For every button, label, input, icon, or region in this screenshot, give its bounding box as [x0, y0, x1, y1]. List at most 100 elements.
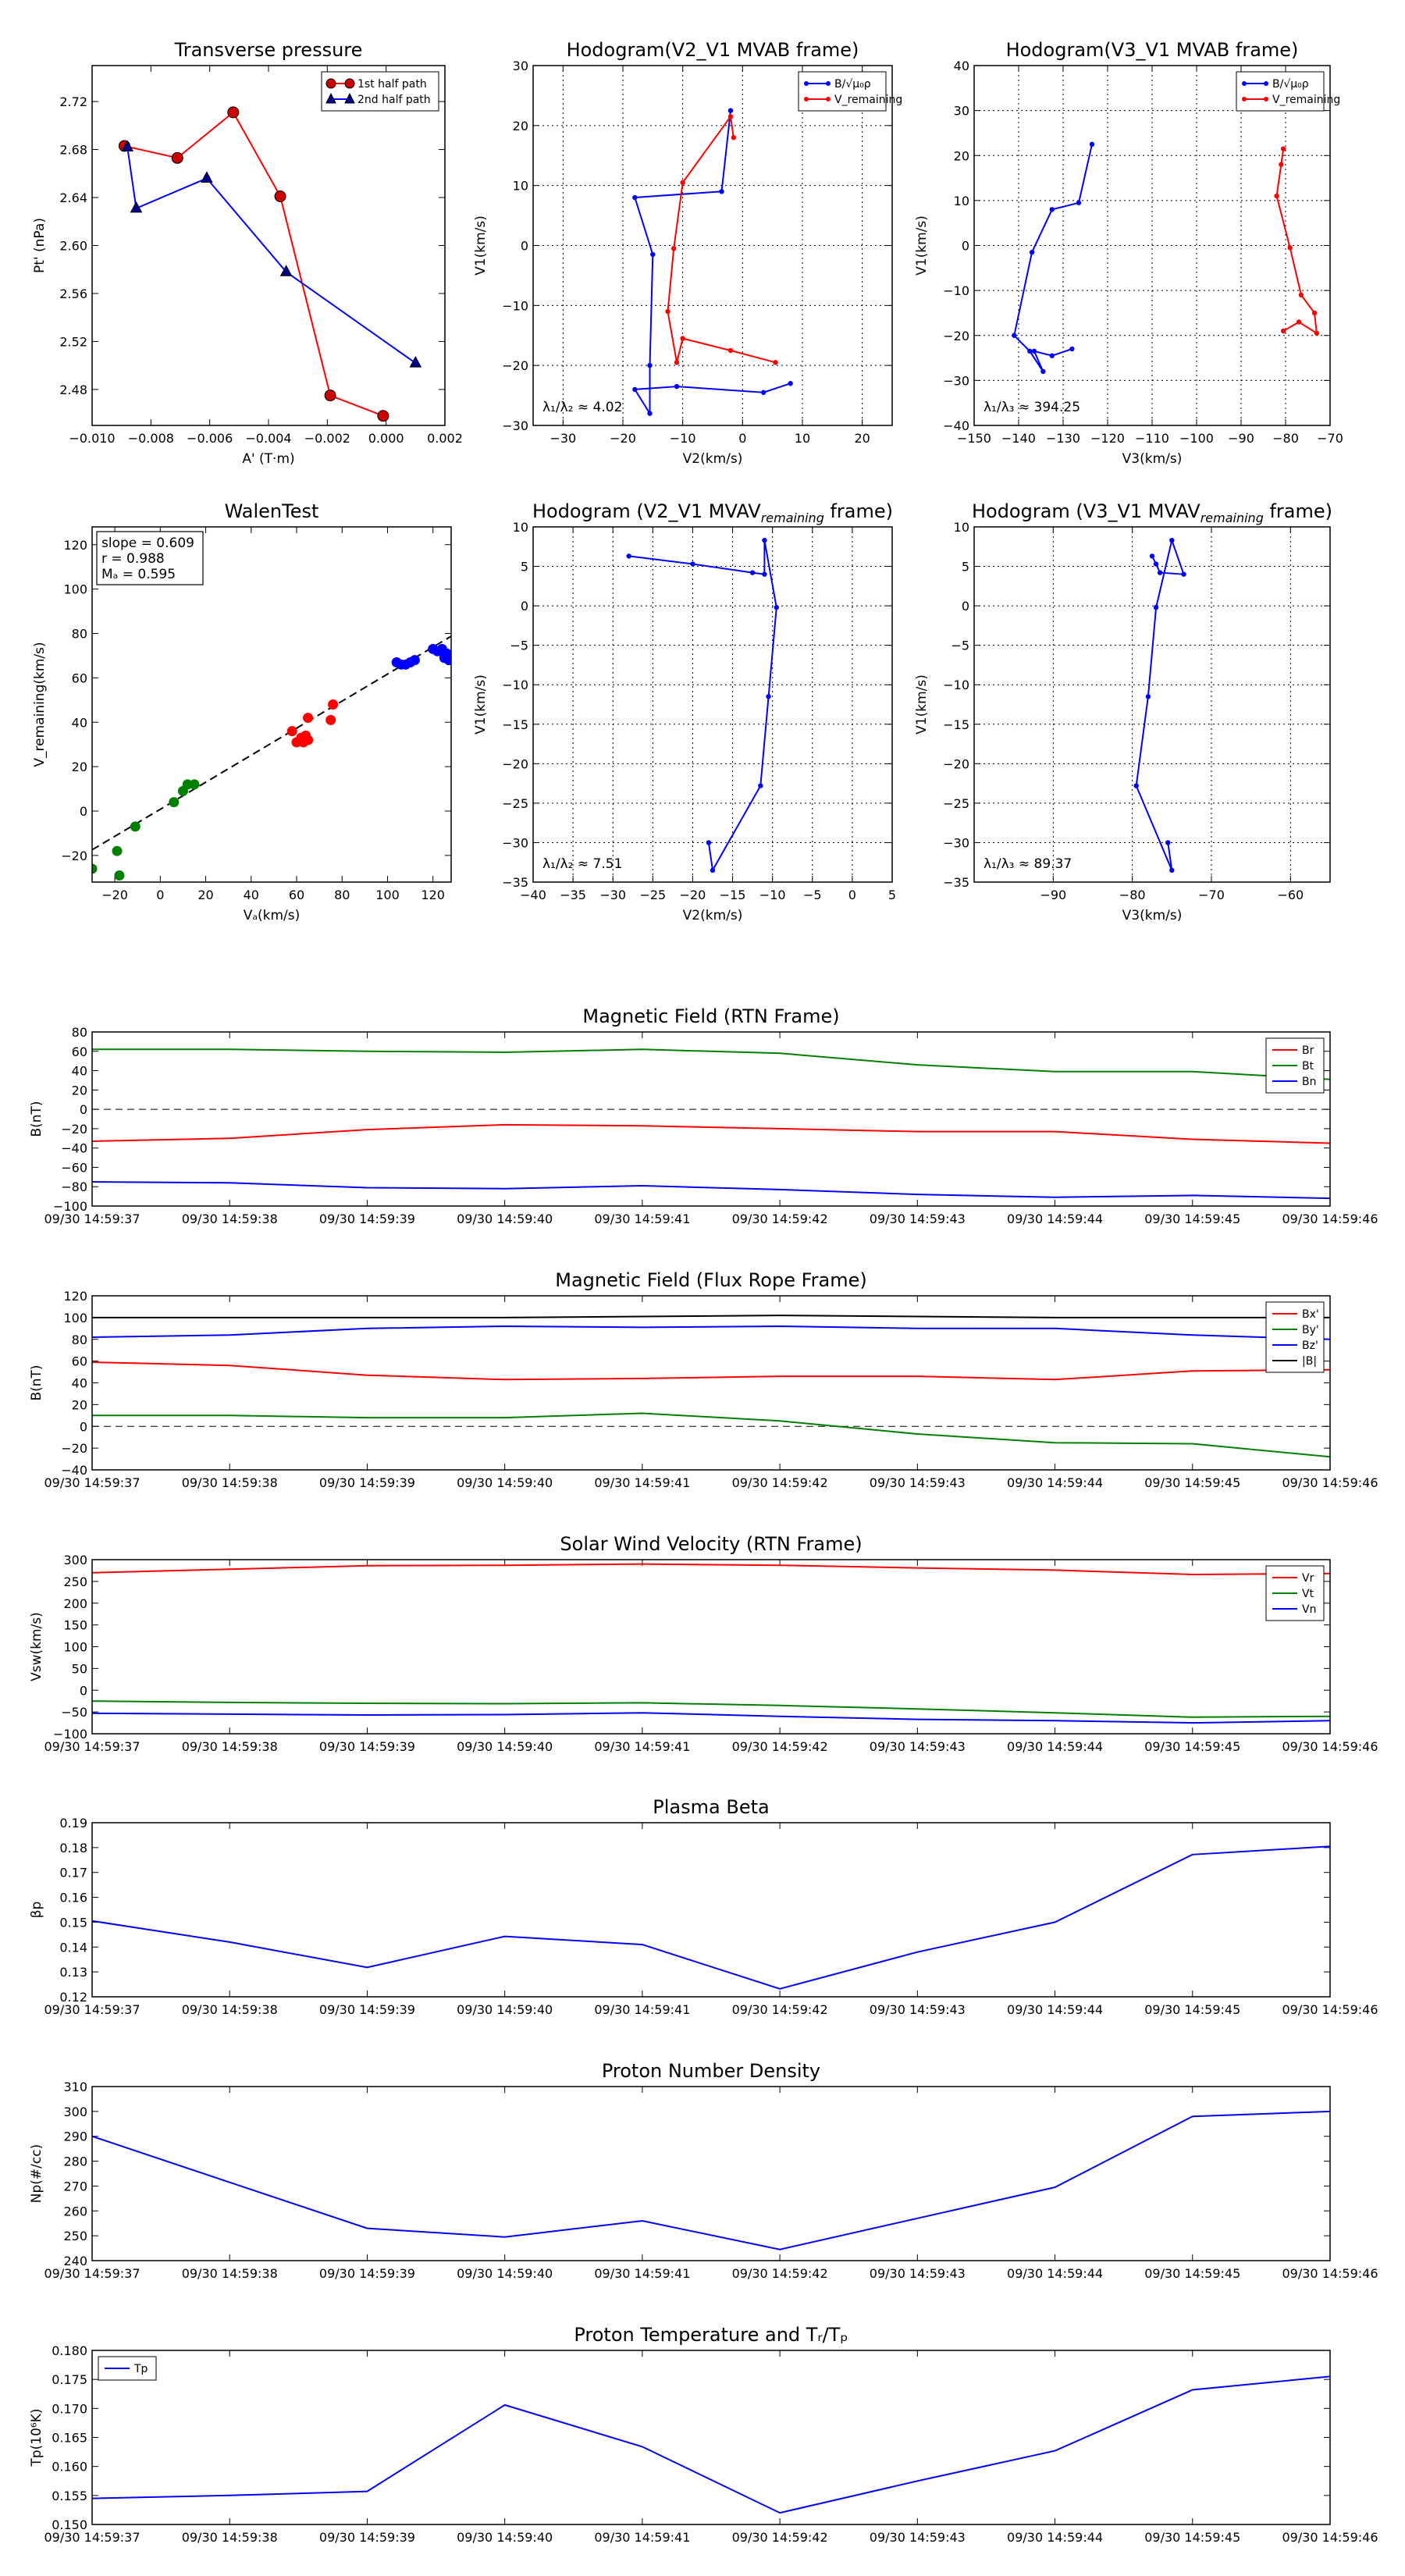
x-tick-label: 09/30 14:59:43	[870, 2530, 966, 2545]
transverse-pressure-chart: Transverse pressure −0.010 −0.008 −0.006 −0.…	[32, 39, 463, 467]
x-tick-label: 09/30 14:59:44	[1007, 2266, 1103, 2281]
x-tick-label: 09/30 14:59:45	[1144, 1739, 1240, 1754]
x-tick-label: −20	[680, 888, 706, 902]
chart-title: Proton Temperature and Tᵣ/Tₚ	[574, 2324, 848, 2346]
x-tick-label: 09/30 14:59:44	[1007, 1475, 1103, 1490]
legend-label: Br	[1302, 1044, 1314, 1057]
chart-title-subscript: remaining	[1200, 511, 1264, 525]
chart-title: Hodogram(V3_V1 MVAB frame)	[1006, 39, 1299, 61]
data-point	[773, 360, 778, 365]
data-point	[1027, 348, 1033, 354]
y-tick-label: 20	[72, 1397, 87, 1412]
x-tick-label: 20	[197, 888, 213, 902]
x-tick-label: 09/30 14:59:43	[870, 1739, 966, 1754]
y-tick-label: 0.175	[52, 2372, 87, 2387]
y-tick-label: −20	[502, 358, 528, 373]
legend-label: 2nd half path	[357, 94, 431, 106]
data-point	[1169, 537, 1175, 543]
legend: Vr Vt Vn	[1265, 1565, 1325, 1621]
data-point	[1069, 346, 1075, 352]
data-point	[1040, 368, 1046, 375]
x-axis-label: V2(km/s)	[683, 451, 743, 467]
data-point	[762, 537, 767, 543]
scatter-point	[303, 735, 314, 745]
data-point	[647, 362, 653, 368]
data-point	[690, 561, 695, 567]
x-tick-label: 09/30 14:59:38	[182, 2002, 278, 2017]
stats-line: slope = 0.609	[101, 535, 194, 551]
x-tick-label: −90	[1040, 888, 1066, 902]
x-tick-label: 09/30 14:59:39	[319, 1475, 415, 1490]
y-tick-label: 0.150	[52, 2517, 87, 2532]
x-tick-label: −0.006	[187, 431, 233, 446]
y-tick-label: 0	[80, 1419, 87, 1434]
y-tick-label: 0.19	[59, 1816, 87, 1831]
legend-marker	[1242, 81, 1247, 86]
y-tick-label: −10	[943, 283, 969, 298]
legend-frame	[798, 71, 887, 112]
y-tick-label: 260	[63, 2204, 87, 2218]
x-tick-label: 09/30 14:59:39	[319, 1739, 415, 1754]
y-tick-label: −10	[502, 298, 528, 313]
fit-line	[92, 635, 451, 851]
y-tick-label: −40	[61, 1141, 87, 1156]
x-tick-label: 5	[888, 888, 896, 902]
plot-area	[92, 2350, 1330, 2524]
data-point	[1133, 783, 1139, 788]
y-axis-label: Vsw(km/s)	[29, 1612, 44, 1681]
x-tick-label: 09/30 14:59:42	[732, 2530, 828, 2545]
x-tick-label: 09/30 14:59:40	[457, 2530, 553, 2545]
chart-title: Magnetic Field (Flux Rope Frame)	[555, 1269, 866, 1291]
x-tick-label: 40	[244, 888, 259, 902]
x-tick-label: 09/30 14:59:46	[1282, 2002, 1378, 2017]
y-tick-label: 80	[72, 1025, 87, 1040]
data-point	[680, 336, 685, 341]
x-tick-label: 09/30 14:59:39	[319, 2530, 415, 2545]
plot-marks	[92, 1845, 1330, 1990]
data-point	[1157, 570, 1163, 575]
series-line-V_remaining	[1135, 537, 1185, 871]
data-point	[1153, 561, 1159, 567]
x-tick-label: 09/30 14:59:42	[732, 1739, 828, 1754]
y-tick-label: 240	[63, 2254, 87, 2268]
plot-area	[974, 527, 1330, 882]
y-tick-label: −40	[943, 418, 969, 433]
legend-marker	[325, 92, 336, 104]
x-tick-label: −5	[803, 888, 822, 902]
chart-title: Hodogram (V3_V1 MVAVremaining frame)	[972, 500, 1332, 525]
x-tick-label: 09/30 14:59:39	[319, 2002, 415, 2017]
x-tick-label: 09/30 14:59:41	[594, 1212, 690, 1226]
data-point	[731, 135, 737, 141]
y-tick-label: 290	[63, 2129, 87, 2144]
y-tick-label: 80	[72, 1332, 87, 1347]
x-tick-label: 09/30 14:59:45	[1144, 2002, 1240, 2017]
plot-frame	[91, 65, 446, 426]
x-tick-label: 09/30 14:59:43	[870, 1212, 966, 1226]
x-tick-label: 09/30 14:59:39	[319, 1212, 415, 1226]
data-point	[1296, 319, 1302, 325]
x-tick-label: 09/30 14:59:42	[732, 1212, 828, 1226]
scatter-point	[114, 870, 125, 881]
x-tick-label: −40	[520, 888, 546, 902]
x-axis-label: V2(km/s)	[683, 908, 743, 923]
y-tick-label: −25	[502, 796, 528, 811]
data-point	[1298, 292, 1304, 298]
y-tick-label: 50	[72, 1661, 87, 1676]
legend-marker	[344, 92, 355, 104]
x-tick-label: 09/30 14:59:41	[594, 2530, 690, 2545]
y-tick-label: 20	[72, 760, 87, 774]
x-tick-label: −10	[759, 888, 786, 902]
x-tick-label: −0.002	[304, 431, 350, 446]
y-tick-label: 40	[72, 1064, 87, 1079]
plot-frame	[91, 2086, 1331, 2261]
x-tick-label: −10	[670, 431, 696, 446]
data-point	[1145, 694, 1151, 699]
x-tick-label: −120	[1090, 431, 1125, 446]
series-line-B/√μ₀ρ	[1013, 144, 1093, 372]
data-point	[674, 360, 680, 365]
data-point	[680, 180, 685, 186]
x-tick-label: 09/30 14:59:46	[1282, 1739, 1378, 1754]
plot-frame	[91, 526, 452, 883]
x-tick-label: 09/30 14:59:37	[44, 2266, 140, 2281]
